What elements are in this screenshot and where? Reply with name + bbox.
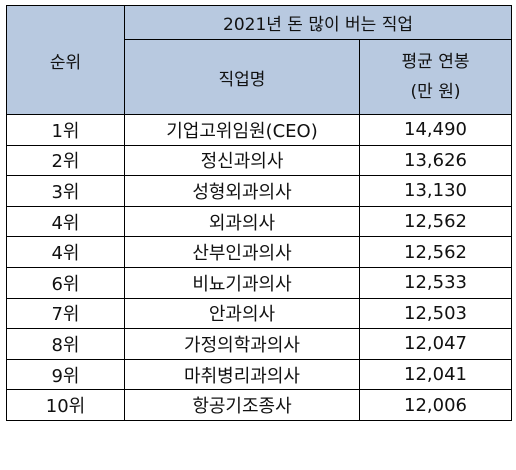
rank-header: 순위 [6,5,125,115]
salary-cell: 12,041 [359,358,512,391]
job-cell: 마취병리과의사 [124,358,360,391]
table-header: 순위 2021년 돈 많이 버는 직업 직업명 평균 연봉 (만 원) [6,5,512,115]
table-body: 1위 기업고위임원(CEO) 14,490 2위 정신과의사 13,626 3위 성형외과의사… [6,114,512,421]
table-row: 3위 성형외과의사 13,130 [6,175,512,207]
rank-cell: 4위 [6,236,125,268]
salary-cell: 13,130 [359,175,512,207]
rank-cell: 7위 [6,297,125,330]
table-row: 10위 항공기조종사 12,006 [6,389,512,421]
salary-header: 평균 연봉 (만 원) [359,39,512,115]
job-cell: 가정의학과의사 [124,328,360,360]
salary-cell: 12,006 [359,389,512,421]
job-cell: 산부인과의사 [124,236,360,268]
salary-cell: 13,626 [359,144,512,177]
table-row: 1위 기업고위임원(CEO) 14,490 [6,114,512,146]
salary-cell: 12,533 [359,266,512,299]
job-cell: 기업고위임원(CEO) [124,114,360,146]
job-cell: 비뇨기과의사 [124,266,360,299]
table-row: 4위 산부인과의사 12,562 [6,236,512,268]
salary-cell: 12,047 [359,328,512,360]
rank-cell: 2위 [6,144,125,177]
job-cell: 외과의사 [124,205,360,238]
salary-cell: 12,503 [359,297,512,330]
table-row: 4위 외과의사 12,562 [6,205,512,238]
job-cell: 안과의사 [124,297,360,330]
job-cell: 항공기조종사 [124,389,360,421]
job-cell: 성형외과의사 [124,175,360,207]
rank-cell: 6위 [6,266,125,299]
table-row: 9위 마취병리과의사 12,041 [6,358,512,391]
rank-cell: 4위 [6,205,125,238]
table-row: 6위 비뇨기과의사 12,533 [6,266,512,299]
job-cell: 정신과의사 [124,144,360,177]
job-header: 직업명 [124,39,360,115]
salary-cell: 12,562 [359,205,512,238]
salary-header-label: 평균 연봉 [401,52,470,72]
salary-ranking-table: 순위 2021년 돈 많이 버는 직업 직업명 평균 연봉 (만 원) 1위 기업… [6,5,512,421]
rank-cell: 8위 [6,328,125,360]
rank-cell: 10위 [6,389,125,421]
table-row: 8위 가정의학과의사 12,047 [6,328,512,360]
table-row: 7위 안과의사 12,503 [6,297,512,330]
salary-cell: 12,562 [359,236,512,268]
rank-cell: 9위 [6,358,125,391]
table-row: 2위 정신과의사 13,626 [6,144,512,177]
table-title: 2021년 돈 많이 버는 직업 [124,5,512,40]
rank-cell: 3위 [6,175,125,207]
rank-cell: 1위 [6,114,125,146]
salary-cell: 14,490 [359,114,512,146]
salary-header-unit: (만 원) [410,82,461,102]
